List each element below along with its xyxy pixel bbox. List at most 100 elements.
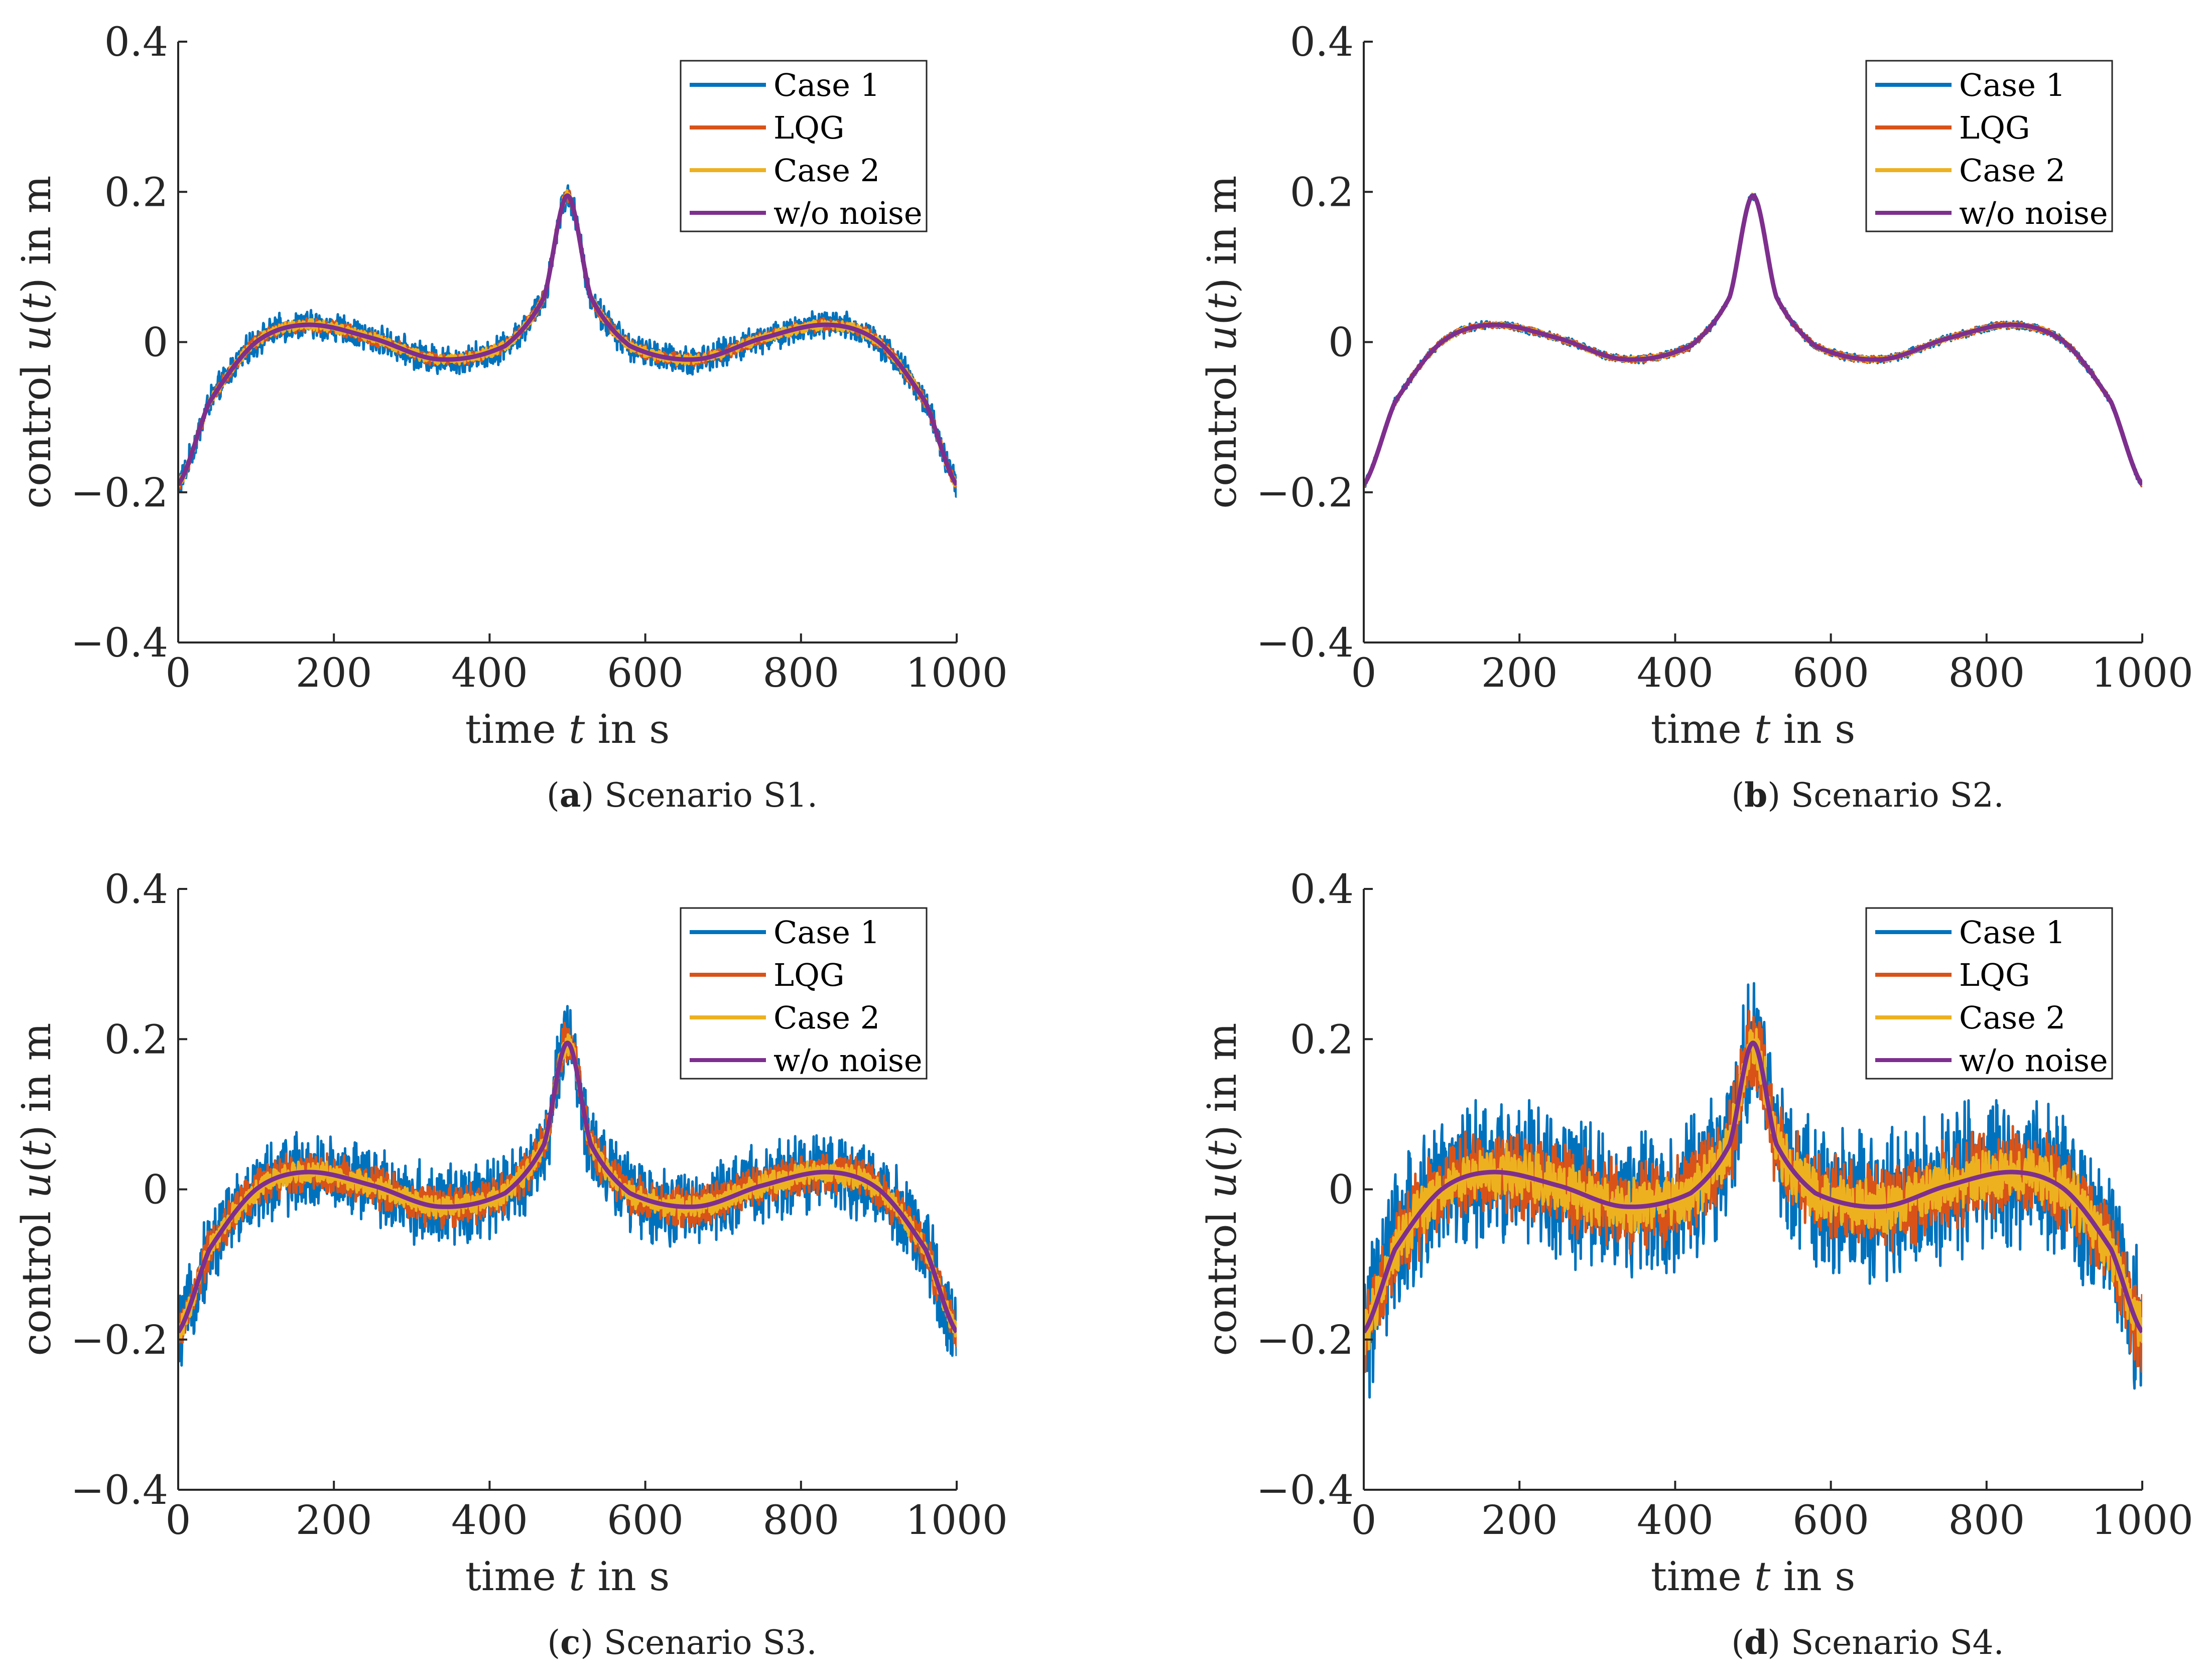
y-tick-label: −0.2 [71,469,168,516]
legend: Case 1 LQG Case 2 w/o noise [1865,60,2113,232]
y-axis-label: control u(t) in m [13,175,60,508]
x-tick-label: 800 [762,650,839,696]
y-tick-label: −0.4 [71,619,168,666]
legend-label: Case 1 [773,67,880,103]
x-tick-label: 1000 [2091,1497,2193,1543]
caption-text: Scenario S2. [1790,776,2004,815]
x-tick-label: 800 [1948,650,2025,696]
x-tick-label: 200 [296,650,372,696]
y-tick-label: 0 [1328,319,1354,366]
legend: Case 1 LQG Case 2 w/o noise [680,907,928,1080]
legend: Case 1 LQG Case 2 w/o noise [680,60,928,232]
x-tick-label: 400 [451,1497,528,1543]
x-tick-label: 200 [1481,650,1558,696]
x-tick-label: 0 [166,1497,191,1543]
x-tick-label: 1000 [905,1497,1008,1543]
x-tick-label: 400 [1637,650,1714,696]
caption-d: (d) Scenario S4. [1731,1623,2004,1662]
legend-label: Case 2 [773,999,880,1036]
x-axis-label: time t in s [465,706,670,752]
x-tick-label: 0 [166,650,191,696]
y-tick-label: −0.2 [71,1317,168,1363]
caption-text: Scenario S3. [604,1623,817,1662]
caption-letter: a [559,776,581,815]
legend-label: Case 1 [1959,914,2065,951]
plot-area [178,1005,957,1367]
legend: Case 1 LQG Case 2 w/o noise [1865,907,2113,1080]
caption-text: Scenario S1. [604,776,818,815]
legend-label: LQG [773,957,845,993]
legend-box [680,60,928,232]
y-tick-label: 0.2 [1290,169,1354,215]
x-tick-label: 800 [762,1497,839,1543]
chart-b: 0 200 400 600 800 1000 −0.4 −0.2 0 0.2 0.4 time t i… [1199,19,2193,752]
legend-box [680,907,928,1080]
x-tick-label: 400 [451,650,528,696]
legend-label: LQG [1959,957,2030,993]
y-tick-label: 0 [143,319,168,366]
y-tick-label: −0.4 [1256,1467,1354,1513]
caption-text: Scenario S4. [1790,1623,2004,1662]
y-axis-label: control u(t) in m [1199,1022,1245,1356]
x-tick-label: 0 [1351,650,1377,696]
series-case-2 [1364,1027,2142,1356]
y-tick-label: 0.2 [104,1016,168,1063]
x-tick-label: 400 [1637,1497,1714,1543]
y-axis-label: control u(t) in m [1199,175,1245,508]
caption-c: (c) Scenario S3. [547,1623,817,1662]
x-axis-label: time t in s [1651,706,1856,752]
x-axis-label: time t in s [1651,1553,1856,1600]
x-tick-label: 0 [1351,1497,1377,1543]
chart-d: 0 200 400 600 800 1000 −0.4 −0.2 0 0.2 0.4 time t i… [1199,866,2193,1600]
legend-label: Case 2 [1959,999,2065,1036]
series-w-o-noise [178,1041,957,1334]
y-tick-label: −0.2 [1256,1317,1354,1363]
legend-label: Case 2 [1959,152,2065,189]
legend-label: LQG [773,109,845,146]
x-tick-label: 800 [1948,1497,2025,1543]
legend-box [1865,907,2113,1080]
x-tick-label: 200 [1481,1497,1558,1543]
x-tick-label: 600 [1792,1497,1869,1543]
y-tick-label: −0.4 [1256,619,1354,666]
y-tick-label: 0.4 [1290,19,1354,65]
plot-area [178,184,957,498]
chart-c: 0 200 400 600 800 1000 −0.4 −0.2 0 0.2 0.4 time t i… [13,866,1008,1600]
series-w-o-noise [178,193,957,486]
legend-label: w/o noise [773,195,923,231]
y-tick-label: 0 [1328,1167,1354,1213]
legend-label: LQG [1959,109,2030,146]
caption-b: (b) Scenario S2. [1731,776,2004,815]
series-case-2 [178,189,957,488]
legend-label: Case 2 [773,152,880,189]
x-tick-label: 1000 [905,650,1008,696]
y-tick-label: 0.4 [104,866,168,913]
caption-letter: d [1744,1623,1768,1662]
y-tick-label: 0.2 [104,169,168,215]
y-tick-label: −0.2 [1256,469,1354,516]
x-tick-label: 1000 [2091,650,2193,696]
legend-box [1865,60,2113,232]
y-tick-label: 0 [143,1167,168,1213]
series-w-o-noise [1364,193,2142,486]
x-tick-label: 600 [607,1497,684,1543]
caption-letter: b [1744,776,1768,815]
series-case-1 [1364,193,2142,488]
series-lqg [1364,193,2142,488]
plot-area [1364,982,2142,1399]
legend-label: Case 1 [1959,67,2065,103]
legend-label: w/o noise [1959,1042,2108,1079]
x-tick-label: 600 [1792,650,1869,696]
series-w-o-noise [1364,1041,2142,1334]
legend-label: w/o noise [1959,195,2108,231]
x-tick-label: 600 [607,650,684,696]
y-tick-label: 0.4 [104,19,168,65]
series-case-2 [1364,192,2142,486]
chart-a: 0 200 400 600 800 1000 −0.4 −0.2 0 0.2 0.4 time t i… [13,19,1008,752]
x-axis-label: time t in s [465,1553,670,1600]
y-tick-label: 0.2 [1290,1016,1354,1063]
y-tick-label: 0.4 [1290,866,1354,913]
plot-area [1364,192,2142,488]
series-lqg [178,189,957,489]
